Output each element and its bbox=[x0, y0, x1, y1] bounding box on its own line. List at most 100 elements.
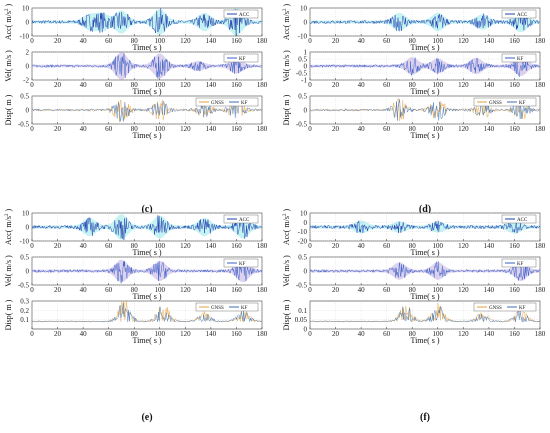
x-tick-label: 140 bbox=[206, 81, 217, 89]
x-tick-label: 120 bbox=[180, 286, 191, 294]
x-tick-label: 160 bbox=[509, 37, 520, 45]
x-tick-label: 180 bbox=[257, 242, 268, 250]
x-tick-label: 20 bbox=[332, 37, 340, 45]
x-tick-label: 140 bbox=[484, 242, 495, 250]
legend-label-GNSS: GNSS bbox=[489, 306, 502, 311]
series-line-GNSS bbox=[309, 98, 541, 121]
x-tick-label: 60 bbox=[383, 37, 391, 45]
x-tick-label: 120 bbox=[458, 286, 469, 294]
x-tick-label: 20 bbox=[332, 330, 340, 338]
x-tick-label: 80 bbox=[409, 286, 417, 294]
x-tick-label: 60 bbox=[105, 286, 113, 294]
x-tick-label: 120 bbox=[180, 125, 191, 133]
x-tick-label: 140 bbox=[484, 286, 495, 294]
legend-box bbox=[501, 258, 537, 268]
x-tick-label: 80 bbox=[409, 242, 417, 250]
legend-label-KF: KF bbox=[239, 57, 246, 62]
y-tick-label: -0.5 bbox=[296, 121, 308, 129]
x-tick-label: 40 bbox=[80, 37, 88, 45]
legend-label-GNSS: GNSS bbox=[211, 306, 224, 311]
x-tick-label: 80 bbox=[131, 37, 139, 45]
y-tick-label: 10 bbox=[300, 5, 308, 13]
y-axis-label: Disp( m ) bbox=[282, 299, 291, 330]
legend-box bbox=[195, 302, 259, 312]
y-axis-label-superscript: 2 bbox=[5, 8, 10, 11]
y-axis-label: Disp( m ) bbox=[4, 94, 13, 125]
x-tick-label: 140 bbox=[206, 125, 217, 133]
series-line-KF bbox=[31, 100, 263, 122]
x-axis-label: Time( s ) bbox=[132, 248, 161, 257]
series-line-ACC bbox=[32, 215, 263, 241]
legend-label-KF: KF bbox=[519, 306, 526, 311]
x-tick-label: 100 bbox=[155, 81, 166, 89]
y-tick-label: -0.5 bbox=[296, 70, 308, 78]
x-tick-label: 0 bbox=[308, 81, 312, 89]
y-tick-label: -1 bbox=[301, 77, 307, 85]
x-tick-label: 180 bbox=[535, 242, 546, 250]
legend-label-ACC: ACC bbox=[239, 218, 250, 223]
x-tick-label: 140 bbox=[206, 37, 217, 45]
x-tick-label: 40 bbox=[80, 286, 88, 294]
x-tick-label: 140 bbox=[484, 37, 495, 45]
series-line-KF bbox=[31, 302, 263, 323]
panel-caption-f: (f) bbox=[420, 412, 430, 423]
x-axis-label: Time( s ) bbox=[132, 292, 161, 301]
series-line-GNSS bbox=[31, 99, 263, 123]
y-tick-label: -0.5 bbox=[296, 282, 308, 290]
x-tick-label: 60 bbox=[383, 286, 391, 294]
legend-box bbox=[501, 53, 537, 63]
x-tick-label: 160 bbox=[231, 330, 242, 338]
x-tick-label: 0 bbox=[30, 242, 34, 250]
series-line-KF bbox=[309, 57, 541, 77]
series-line-ACC bbox=[309, 220, 541, 234]
y-tick-label: -2 bbox=[23, 77, 29, 85]
y-axis-label: Vel( m/s ) bbox=[4, 255, 13, 287]
x-tick-label: 40 bbox=[358, 330, 366, 338]
legend-label-ACC: ACC bbox=[517, 218, 528, 223]
x-tick-label: 0 bbox=[30, 330, 34, 338]
x-tick-label: 80 bbox=[131, 330, 139, 338]
x-tick-label: 180 bbox=[535, 81, 546, 89]
x-tick-label: 80 bbox=[409, 37, 417, 45]
x-tick-label: 100 bbox=[433, 330, 444, 338]
x-tick-label: 80 bbox=[131, 125, 139, 133]
x-tick-label: 0 bbox=[30, 37, 34, 45]
y-tick-label: 0.1 bbox=[298, 307, 307, 315]
x-axis-label: Time( s ) bbox=[132, 87, 161, 96]
error-band bbox=[32, 52, 262, 80]
x-axis-label: Time( s ) bbox=[410, 87, 439, 96]
x-tick-label: 0 bbox=[308, 125, 312, 133]
legend-label-ACC: ACC bbox=[239, 13, 250, 18]
x-tick-label: 100 bbox=[433, 125, 444, 133]
x-tick-label: 40 bbox=[80, 125, 88, 133]
legend-label-KF: KF bbox=[517, 57, 524, 62]
error-band bbox=[310, 55, 540, 77]
x-tick-label: 100 bbox=[433, 81, 444, 89]
x-tick-label: 0 bbox=[30, 125, 34, 133]
error-band bbox=[32, 259, 262, 283]
legend-label-ACC: ACC bbox=[517, 13, 528, 18]
legend-label-GNSS: GNSS bbox=[211, 101, 224, 106]
y-axis-label: Acc( m/s2 ) bbox=[282, 209, 291, 246]
error-band bbox=[32, 214, 262, 240]
x-tick-label: 100 bbox=[155, 242, 166, 250]
x-tick-label: 140 bbox=[206, 286, 217, 294]
y-axis-label-superscript: 2 bbox=[5, 213, 10, 216]
y-tick-label: 0 bbox=[26, 268, 30, 276]
y-axis-label-tail: ) bbox=[282, 209, 291, 214]
panel-caption-e: (e) bbox=[141, 412, 152, 423]
x-tick-label: 160 bbox=[509, 242, 520, 250]
x-tick-label: 20 bbox=[54, 242, 62, 250]
x-tick-label: 40 bbox=[80, 242, 88, 250]
y-tick-label: 10 bbox=[22, 210, 30, 218]
x-tick-label: 20 bbox=[54, 286, 62, 294]
series-line-KF bbox=[309, 306, 541, 323]
